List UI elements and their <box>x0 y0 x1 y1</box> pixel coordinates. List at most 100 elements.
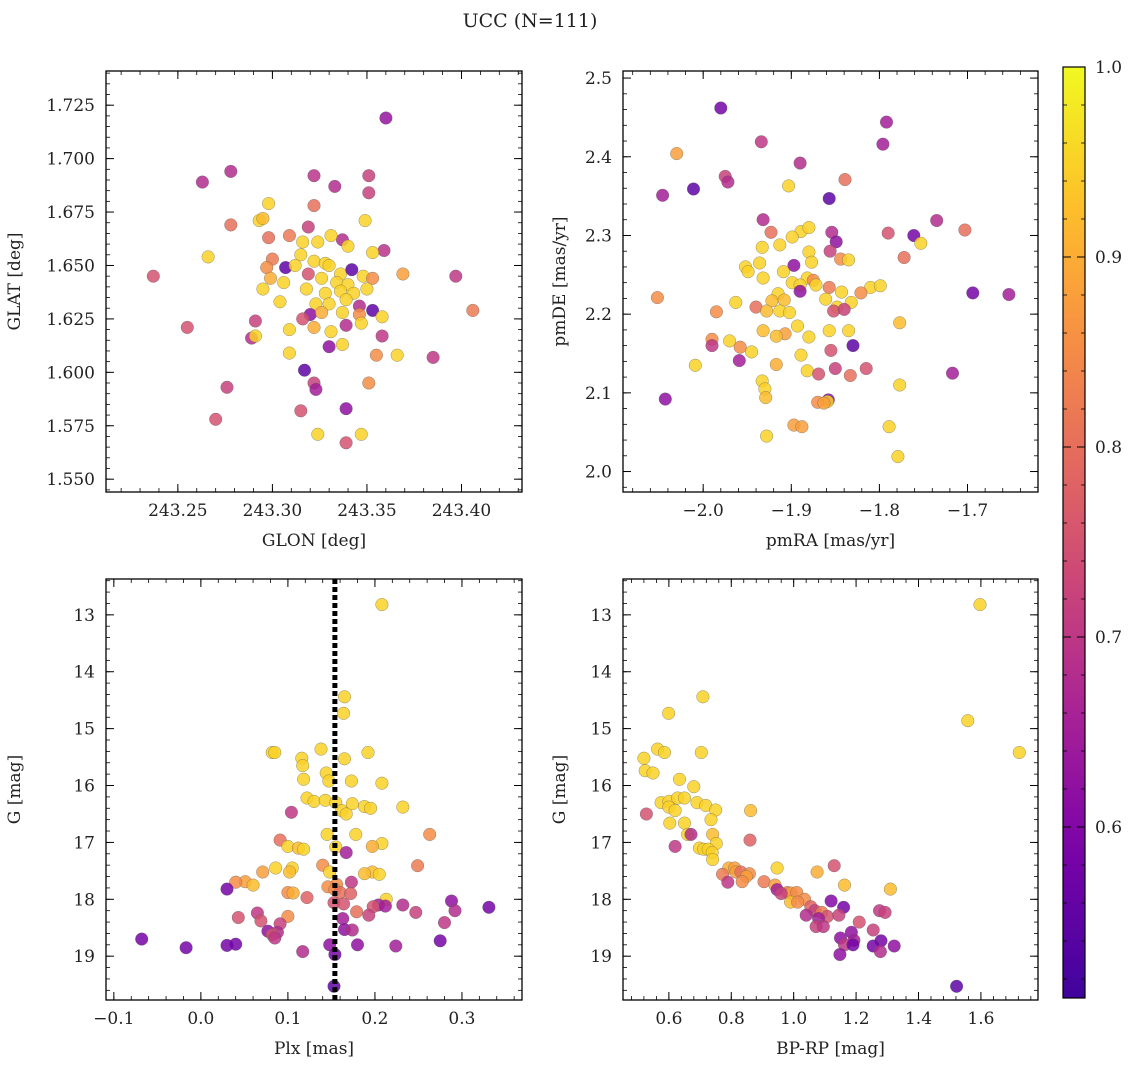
x-tick-label: 243.25 <box>148 501 207 521</box>
scatter-point <box>733 340 747 354</box>
y-tick-label: 19 <box>73 947 95 967</box>
scatter-point <box>307 199 321 213</box>
scatter-point <box>793 156 807 170</box>
y-tick-label: 1.675 <box>46 203 95 223</box>
scatter-point <box>754 135 768 149</box>
scatter-point <box>822 191 836 206</box>
y-tick-label: 17 <box>590 833 612 853</box>
scatter-point <box>179 941 193 955</box>
scatter-point <box>322 297 336 311</box>
y-tick-label: 17 <box>73 833 95 853</box>
scatter-point <box>846 339 860 353</box>
scatter-point <box>361 745 375 760</box>
scatter-point <box>930 213 944 228</box>
panel-bprp-g: 0.6 0.8 1.0 1.2 1.4 1.6 13 14 15 16 17 18 19 BP-RP [m… <box>550 578 1039 1059</box>
x-tick-label: 0.1 <box>274 1009 301 1029</box>
x-tick-label: 243.30 <box>243 501 302 521</box>
scatter-points <box>650 101 1016 464</box>
scatter-point <box>785 230 799 244</box>
scatter-point <box>893 316 907 330</box>
scatter-point <box>322 258 336 273</box>
scatter-point <box>802 221 816 235</box>
x-tick-label: −1.8 <box>859 501 900 521</box>
scatter-point <box>760 304 774 318</box>
scatter-point <box>873 945 887 959</box>
scatter-point <box>745 345 759 359</box>
scatter-point <box>195 175 209 189</box>
scatter-point <box>819 292 833 306</box>
scatter-point <box>834 285 849 299</box>
scatter-point <box>721 175 735 189</box>
scatter-point <box>668 839 682 853</box>
scatter-point <box>663 816 677 830</box>
scatter-point <box>756 324 770 338</box>
scatter-point <box>369 348 383 362</box>
y-tick-label: 15 <box>590 720 612 740</box>
y-tick-label: 2.3 <box>585 226 612 246</box>
x-tick-label: −0.1 <box>93 1009 134 1029</box>
scatter-point <box>377 243 391 258</box>
y-tick-label: 2.4 <box>585 148 612 168</box>
scatter-point <box>256 282 270 296</box>
x-tick-label: 1.6 <box>967 1009 994 1029</box>
scatter-point <box>812 367 826 381</box>
y-axis-label: G [mag] <box>550 755 570 824</box>
scatter-point <box>339 807 353 821</box>
scatter-point <box>390 348 404 362</box>
scatter-point <box>224 164 238 178</box>
scatter-point <box>879 115 894 129</box>
scatter-point <box>837 878 852 892</box>
scatter-point <box>657 745 672 760</box>
scatter-point <box>696 690 710 704</box>
scatter-point <box>876 137 890 151</box>
scatter-point <box>282 229 296 243</box>
scatter-point <box>229 875 243 889</box>
scatter-point <box>345 923 359 937</box>
scatter-point <box>891 450 905 464</box>
figure-title: UCC (N=111) <box>463 10 598 32</box>
axes-frame <box>105 578 523 1001</box>
scatter-point <box>827 859 841 873</box>
scatter-point <box>794 348 808 362</box>
colorbar-gradient <box>1063 67 1085 998</box>
scatter-point <box>873 279 887 293</box>
scatter-point <box>670 147 684 161</box>
scatter-point <box>721 875 735 889</box>
scatter-point <box>337 690 352 704</box>
scatter-point <box>322 340 336 354</box>
scatter-point <box>344 887 358 901</box>
scatter-point <box>709 305 723 319</box>
scatter-point <box>466 303 480 317</box>
scatter-point <box>704 813 718 827</box>
scatter-point <box>366 246 380 260</box>
scatter-point <box>914 236 928 250</box>
y-tick-label: 2.0 <box>585 463 612 483</box>
scatter-point <box>135 932 149 946</box>
scatter-point <box>1002 287 1016 302</box>
scatter-point <box>838 173 852 187</box>
scatter-point <box>773 238 787 252</box>
x-tick-label: 0.2 <box>361 1009 388 1029</box>
scatter-point <box>816 920 830 934</box>
scatter-point <box>299 282 313 296</box>
scatter-point <box>802 330 816 344</box>
scatter-points <box>637 598 1026 993</box>
y-axis-label: GLAT [deg] <box>5 232 25 330</box>
x-axis-label: pmRA [mas/yr] <box>766 531 895 551</box>
scatter-point <box>288 258 302 273</box>
scatter-point <box>866 923 880 937</box>
scatter-point <box>283 865 297 879</box>
scatter-point <box>324 325 338 339</box>
scatter-point <box>945 366 960 380</box>
y-tick-label: 15 <box>73 720 95 740</box>
scatter-point <box>706 852 720 867</box>
scatter-point <box>220 882 234 896</box>
scatter-point <box>309 382 323 396</box>
scatter-point <box>311 427 325 441</box>
scatter-point <box>846 938 860 952</box>
scatter-point <box>284 805 298 819</box>
scatter-point <box>254 914 268 928</box>
x-tick-label: 0.0 <box>187 1009 214 1029</box>
scatter-point <box>800 364 814 378</box>
scatter-point <box>268 931 282 945</box>
